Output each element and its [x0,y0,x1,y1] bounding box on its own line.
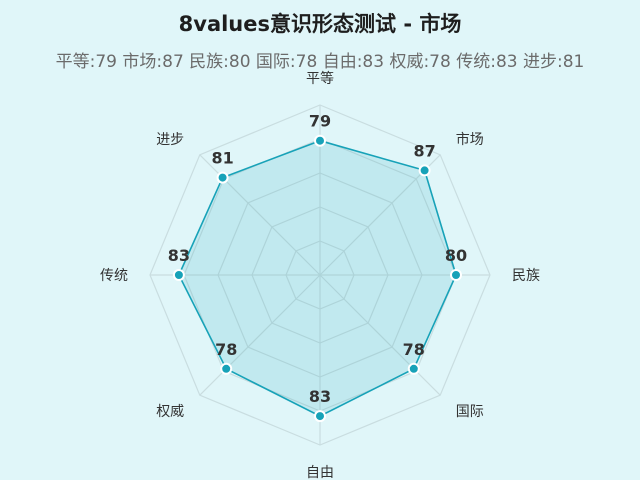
radar-series [172,134,462,423]
category-label-3: 民族 [512,268,540,284]
category-label-2: 市场 [456,131,484,148]
data-point-6 [220,362,233,375]
data-point-4 [407,362,420,375]
value-label-8: 81 [211,149,233,168]
value-label-5: 83 [309,387,331,406]
category-label-5: 自由 [306,465,334,480]
data-point-7 [172,269,185,281]
category-label-6: 权威 [156,404,184,420]
category-label-1: 平等 [306,70,334,87]
value-label-4: 78 [403,340,425,359]
chart-subtitle: 平等:79 市场:87 民族:80 国际:78 自由:83 权威:78 传统:8… [56,52,585,72]
grid-spoke-4 [319,274,441,396]
data-point-1 [314,134,326,147]
category-label-7: 传统 [100,268,128,284]
grid-spoke-2 [319,154,441,276]
chart-title: 8values意识形态测试 - 市场 [179,12,462,36]
grid-spoke-6 [199,274,321,396]
data-point-8 [216,171,229,184]
category-label-8: 进步 [156,132,184,148]
data-point-2 [418,164,431,177]
value-label-1: 79 [309,112,331,131]
category-label-4: 国际 [456,404,484,420]
data-point-5 [314,410,326,423]
value-label-6: 78 [215,340,237,359]
value-label-3: 80 [445,246,467,265]
data-point-3 [450,269,462,281]
value-label-7: 83 [168,246,190,265]
value-label-2: 87 [413,141,435,160]
